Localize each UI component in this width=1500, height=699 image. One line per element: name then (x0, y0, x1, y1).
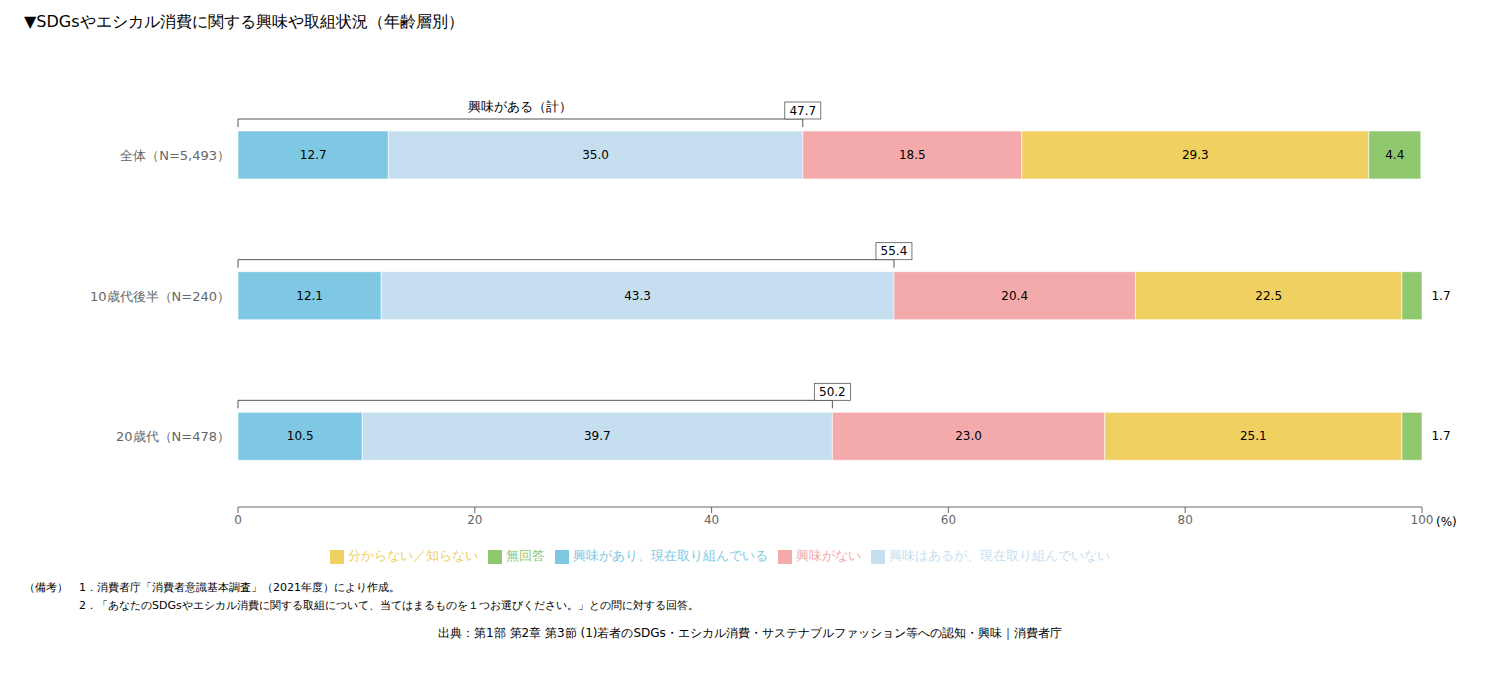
svg-text:1.7: 1.7 (1431, 429, 1450, 443)
svg-text:1.7: 1.7 (1431, 289, 1450, 303)
svg-text:23.0: 23.0 (955, 429, 982, 443)
html-text:（備考） 1．消費者庁「消費者意識基本調査」（2021年度）: （備考） 1．消費者庁「消費者意識基本調査」（2021年度）により作成。 (24, 581, 400, 594)
svg-text:20.4: 20.4 (1001, 289, 1028, 303)
html-text:出典：第1部 第2章 第3節 (1)若者のSDGs・エシカル: 出典：第1部 第2章 第3節 (1)若者のSDGs・エシカル消費・サステナブルフ… (438, 626, 1062, 640)
svg-text:50.2: 50.2 (819, 385, 846, 399)
svg-text:60: 60 (941, 513, 956, 527)
html-text:興味があり、現在取り組んでいる: 興味があり、現在取り組んでいる (573, 548, 768, 563)
svg-text:興味がある（計）: 興味がある（計） (468, 99, 572, 114)
svg-text:35.0: 35.0 (582, 148, 609, 162)
svg-text:80: 80 (1178, 513, 1193, 527)
svg-text:22.5: 22.5 (1255, 289, 1282, 303)
svg-text:20歳代（N=478）: 20歳代（N=478） (116, 429, 230, 444)
svg-text:18.5: 18.5 (899, 148, 926, 162)
svg-text:0: 0 (234, 513, 242, 527)
svg-text:20: 20 (467, 513, 482, 527)
svg-text:12.7: 12.7 (300, 148, 327, 162)
svg-text:10歳代後半（N=240）: 10歳代後半（N=240） (90, 289, 230, 304)
svg-text:39.7: 39.7 (584, 429, 611, 443)
html-text:▼SDGsやエシカル消費に関する興味や取組状況（年齢層別）: ▼SDGsやエシカル消費に関する興味や取組状況（年齢層別） (24, 12, 464, 31)
svg-text:100: 100 (1411, 513, 1434, 527)
svg-text:55.4: 55.4 (881, 244, 908, 258)
svg-text:25.1: 25.1 (1240, 429, 1267, 443)
svg-text:29.3: 29.3 (1182, 148, 1209, 162)
html-text:無回答: 無回答 (506, 548, 545, 563)
svg-text:43.3: 43.3 (624, 289, 651, 303)
svg-text:4.4: 4.4 (1385, 148, 1404, 162)
svg-text:(%): (%) (1436, 515, 1457, 529)
svg-text:40: 40 (704, 513, 719, 527)
svg-text:全体（N=5,493）: 全体（N=5,493） (120, 148, 230, 163)
svg-text:47.7: 47.7 (789, 104, 816, 118)
html-text:興味はあるが、現在取り組んでいない: 興味はあるが、現在取り組んでいない (889, 548, 1110, 563)
svg-text:12.1: 12.1 (296, 289, 323, 303)
html-text:興味がない: 興味がない (796, 548, 861, 563)
svg-text:10.5: 10.5 (287, 429, 314, 443)
html-text:分からない／知らない: 分からない／知らない (348, 548, 478, 563)
html-text:2．「あなたのSDGsやエシカル消費に関する取組について、当: 2．「あなたのSDGsやエシカル消費に関する取組について、当てはまるものを１つお… (24, 599, 699, 612)
